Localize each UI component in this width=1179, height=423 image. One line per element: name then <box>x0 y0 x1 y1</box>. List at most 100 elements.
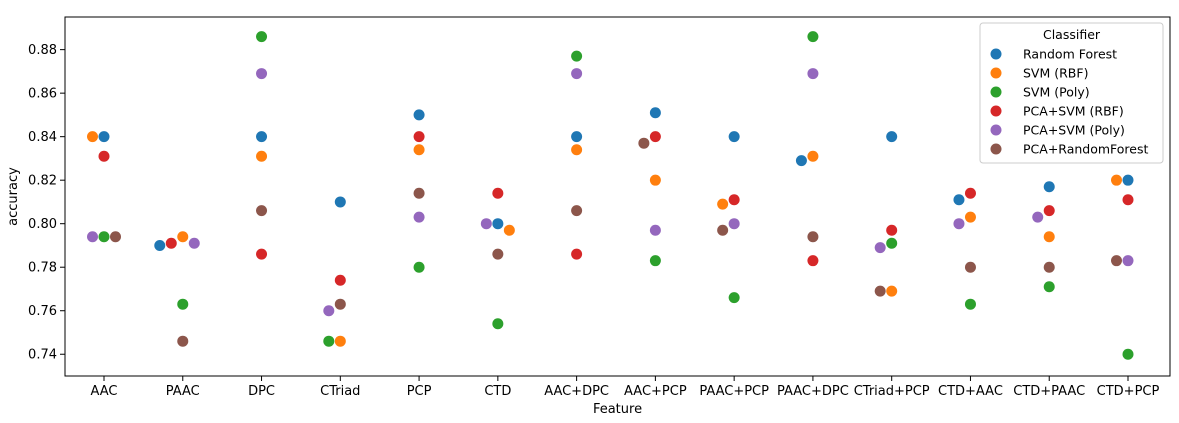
point-svm-rbf--paac <box>177 231 189 243</box>
point-svm-poly--pcp <box>413 261 425 273</box>
point-svm-poly--aac-dpc <box>571 50 583 62</box>
point-svm-poly--ctriad <box>323 335 335 347</box>
legend-label: PCA+SVM (Poly) <box>1023 123 1125 138</box>
point-pca-svm-rbf--paac-dpc <box>807 255 819 267</box>
point-pca-svm-rbf--ctd <box>492 187 504 199</box>
x-tick-label: PAAC+DPC <box>777 384 849 399</box>
x-axis-title: Feature <box>593 402 642 417</box>
legend-label: PCA+SVM (RBF) <box>1023 104 1124 119</box>
point-random-forest-aac-pcp <box>649 107 661 119</box>
point-svm-poly--ctriad-pcp <box>886 237 898 249</box>
point-random-forest-ctd-paac <box>1043 181 1055 193</box>
point-random-forest-aac <box>98 131 110 143</box>
point-svm-rbf--ctd-paac <box>1043 231 1055 243</box>
x-tick-label: CTD+PAAC <box>1013 384 1085 399</box>
y-tick-label: 0.74 <box>28 348 57 363</box>
point-svm-poly--paac <box>177 298 189 310</box>
point-pca-svm-rbf--aac-pcp <box>649 131 661 143</box>
point-pca-randomforest-aac <box>110 231 121 243</box>
point-pca-randomforest-ctriad <box>334 298 346 310</box>
point-svm-rbf--aac-pcp <box>649 174 661 186</box>
point-pca-svm-rbf--aac <box>98 150 110 162</box>
legend-label: SVM (RBF) <box>1023 66 1088 81</box>
point-svm-poly--ctd <box>492 318 504 330</box>
legend-item: Random Forest <box>990 47 1117 62</box>
point-pca-randomforest-ctriad-pcp <box>874 285 886 297</box>
point-svm-poly--aac-pcp <box>649 255 661 267</box>
point-pca-randomforest-paac-dpc <box>807 231 819 243</box>
legend-marker <box>990 105 1002 117</box>
y-axis-title: accuracy <box>6 167 21 226</box>
plot-frame <box>64 16 1171 377</box>
point-random-forest-ctd-aac <box>953 194 965 206</box>
y-tick-label: 0.88 <box>28 43 57 58</box>
point-pca-randomforest-dpc <box>256 205 268 217</box>
point-pca-svm-rbf--dpc <box>256 248 268 260</box>
point-random-forest-paac-pcp <box>728 131 740 143</box>
legend-label: SVM (Poly) <box>1023 85 1090 100</box>
point-svm-rbf--paac-pcp <box>717 198 729 210</box>
legend-label: Random Forest <box>1023 47 1117 62</box>
point-pca-svm-poly--dpc <box>256 68 268 80</box>
point-random-forest-dpc <box>256 131 268 143</box>
legend-box <box>979 22 1164 164</box>
point-svm-poly--ctd-pcp <box>1122 348 1134 360</box>
x-tick-label: CTriad <box>320 384 360 399</box>
point-pca-svm-poly--paac-pcp <box>728 218 740 230</box>
point-pca-randomforest-aac-dpc <box>571 205 583 217</box>
point-pca-svm-poly--ctd <box>480 218 492 230</box>
y-axis: 0.74 0.76 0.78 0.80 0.82 0.84 0.86 0.88 <box>28 43 65 363</box>
point-pca-svm-poly--aac-pcp <box>649 224 661 236</box>
point-random-forest-ctriad <box>334 196 346 208</box>
point-pca-svm-poly--ctriad-pcp <box>874 242 886 254</box>
point-svm-rbf--ctd-aac <box>964 211 976 223</box>
point-pca-svm-rbf--aac-dpc <box>571 248 583 260</box>
point-pca-svm-poly--pcp <box>413 211 425 223</box>
point-pca-svm-poly--ctd-paac <box>1032 211 1044 223</box>
point-pca-svm-rbf--ctriad <box>334 274 346 286</box>
legend-marker <box>990 143 1002 155</box>
legend-title: Classifier <box>1043 27 1101 42</box>
point-pca-svm-rbf--ctd-aac <box>964 187 976 199</box>
point-svm-rbf--aac <box>87 131 98 143</box>
point-pca-randomforest-paac-pcp <box>717 224 729 236</box>
point-svm-poly--aac <box>98 231 110 243</box>
point-pca-svm-rbf--paac <box>165 237 177 249</box>
x-tick-label: CTD+AAC <box>938 384 1003 399</box>
point-pca-randomforest-paac <box>177 335 189 347</box>
point-svm-rbf--aac-dpc <box>571 144 583 156</box>
legend-item: PCA+RandomForest <box>990 142 1149 157</box>
point-random-forest-pcp <box>413 109 425 121</box>
x-tick-label: AAC+PCP <box>624 384 687 399</box>
x-tick-label: AAC+DPC <box>544 384 609 399</box>
x-tick-label: PCP <box>407 384 432 399</box>
point-pca-svm-rbf--ctriad-pcp <box>886 224 898 236</box>
point-svm-poly--paac-dpc <box>807 31 819 43</box>
y-tick-label: 0.80 <box>28 217 57 232</box>
point-random-forest-ctd-pcp <box>1122 174 1134 186</box>
legend-item: PCA+SVM (RBF) <box>990 104 1124 119</box>
point-random-forest-paac-dpc <box>795 155 807 167</box>
legend-item: PCA+SVM (Poly) <box>990 123 1125 138</box>
point-pca-randomforest-ctd-paac <box>1043 261 1055 273</box>
x-tick-label: PAAC+PCP <box>699 384 769 399</box>
point-random-forest-paac <box>154 239 166 251</box>
point-svm-poly--ctd-aac <box>964 298 976 310</box>
point-pca-svm-poly--ctd-pcp <box>1122 255 1134 267</box>
x-tick-label: AAC <box>91 384 118 399</box>
legend-marker <box>990 86 1002 98</box>
legend-marker <box>990 48 1002 60</box>
x-tick-label: CTD <box>484 384 511 399</box>
legend-label: PCA+RandomForest <box>1023 142 1149 157</box>
point-svm-poly--paac-pcp <box>728 292 740 304</box>
legend-marker <box>990 124 1002 136</box>
legend-item: SVM (RBF) <box>990 66 1088 81</box>
point-pca-randomforest-ctd-aac <box>964 261 976 273</box>
point-svm-rbf--pcp <box>413 144 425 156</box>
point-pca-svm-rbf--ctd-pcp <box>1122 194 1134 206</box>
y-tick-label: 0.76 <box>28 304 57 319</box>
x-tick-label: CTD+PCP <box>1097 384 1160 399</box>
x-tick-label: CTriad+PCP <box>854 384 930 399</box>
point-svm-rbf--paac-dpc <box>807 150 819 162</box>
